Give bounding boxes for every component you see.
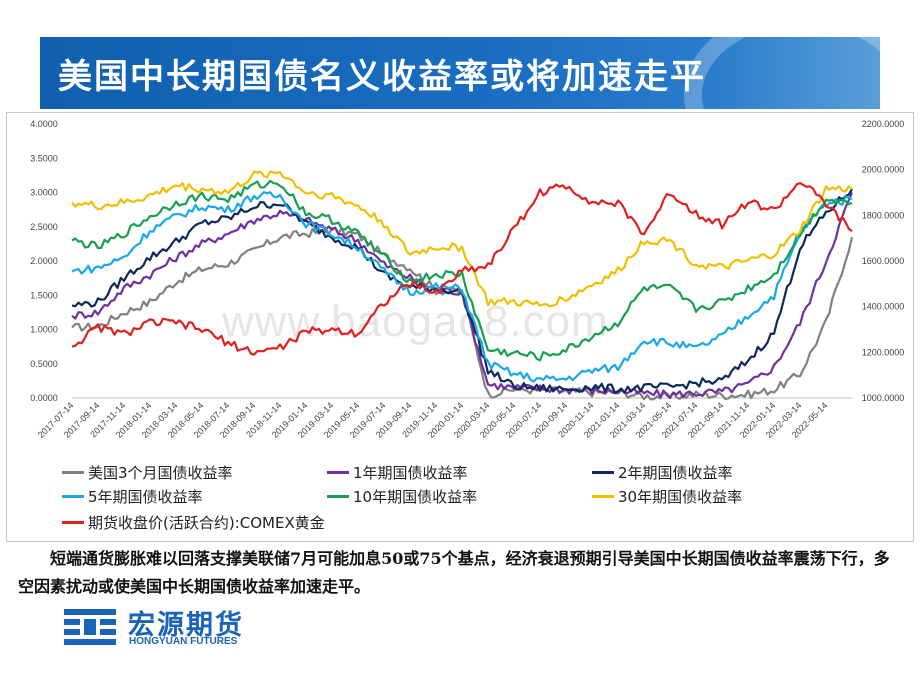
left-tick-label: 4.0000 bbox=[30, 119, 58, 129]
legend-swatch bbox=[592, 471, 614, 474]
left-tick-label: 2.5000 bbox=[30, 222, 58, 232]
x-axis-ticks: 2017-07-142017-09-142017-11-142018-01-14… bbox=[36, 400, 830, 440]
series-line-5 bbox=[71, 170, 853, 308]
legend-item: 30年期国债收益率 bbox=[592, 486, 742, 507]
left-tick-label: 1.5000 bbox=[30, 290, 58, 300]
slide-title: 美国中长期国债名义收益率或将加速走平 bbox=[58, 57, 706, 97]
legend-item: 10年期国债收益率 bbox=[327, 486, 477, 507]
legend-label: 10年期国债收益率 bbox=[353, 488, 478, 506]
logo-english-name: HONGYUAN FUTURES bbox=[129, 636, 238, 647]
legend-swatch bbox=[327, 495, 349, 498]
left-tick-label: 0.0000 bbox=[30, 393, 58, 403]
legend-swatch bbox=[62, 521, 84, 524]
legend-swatch bbox=[62, 471, 84, 474]
right-tick-label: 1200.0000 bbox=[862, 347, 905, 357]
logo-chinese-name: 宏源期货 bbox=[128, 610, 244, 641]
legend-label: 期货收盘价(活跃合约):COMEX黄金 bbox=[88, 514, 325, 532]
right-tick-label: 1600.0000 bbox=[862, 256, 905, 266]
right-tick-label: 2000.0000 bbox=[862, 165, 905, 175]
series-lines bbox=[71, 170, 854, 401]
company-logo: 宏源期货 HONGYUAN FUTURES bbox=[62, 603, 272, 651]
left-tick-label: 3.0000 bbox=[30, 188, 58, 198]
legend-swatch bbox=[327, 471, 349, 474]
legend-item: 期货收盘价(活跃合约):COMEX黄金 bbox=[62, 512, 325, 533]
title-bar: 美国中长期国债名义收益率或将加速走平 bbox=[40, 37, 880, 109]
legend-label: 5年期国债收益率 bbox=[88, 488, 203, 506]
legend-item: 2年期国债收益率 bbox=[592, 462, 733, 483]
left-tick-label: 3.5000 bbox=[30, 153, 58, 163]
summary-text: 短端通货膨胀难以回落支撑美联储7月可能加息50或75个基点，经济衰退预期引导美国… bbox=[18, 549, 890, 596]
right-axis-ticks: 1000.0000 1200.0000 1400.0000 1600.0000 1800… bbox=[862, 119, 905, 403]
right-tick-label: 1400.0000 bbox=[862, 302, 905, 312]
left-tick-label: 0.5000 bbox=[30, 359, 58, 369]
legend-swatch bbox=[592, 495, 614, 498]
right-tick-label: 1000.0000 bbox=[862, 393, 905, 403]
legend-item: 1年期国债收益率 bbox=[327, 462, 468, 483]
chart-frame bbox=[6, 112, 914, 542]
series-line-0 bbox=[71, 226, 854, 401]
series-line-3 bbox=[71, 191, 853, 383]
legend-item: 美国3个月国债收益率 bbox=[62, 462, 233, 483]
legend-label: 1年期国债收益率 bbox=[353, 464, 468, 482]
right-tick-label: 2200.0000 bbox=[862, 119, 905, 129]
legend-swatch bbox=[62, 495, 84, 498]
legend-label: 2年期国债收益率 bbox=[618, 464, 733, 482]
right-tick-label: 1800.0000 bbox=[862, 210, 905, 220]
legend-label: 30年期国债收益率 bbox=[618, 488, 743, 506]
series-line-6 bbox=[71, 182, 853, 356]
left-tick-label: 2.0000 bbox=[30, 256, 58, 266]
legend-item: 5年期国债收益率 bbox=[62, 486, 203, 507]
legend-label: 美国3个月国债收益率 bbox=[88, 464, 233, 482]
logo-mark-icon bbox=[64, 609, 116, 645]
left-tick-label: 1.0000 bbox=[30, 325, 58, 335]
left-axis-ticks: 0.0000 0.5000 1.0000 1.5000 2.0000 2.5000 3.00… bbox=[30, 119, 58, 403]
